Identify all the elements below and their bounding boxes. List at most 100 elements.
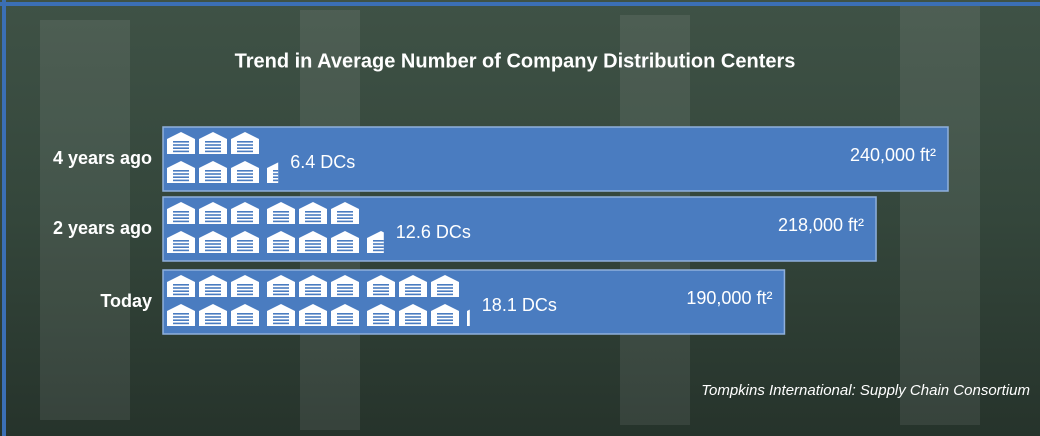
- icon-door-line: [437, 313, 453, 315]
- dc-label: 18.1 DCs: [482, 295, 557, 315]
- icon-door-line: [305, 319, 321, 321]
- icon-door-line: [273, 240, 289, 242]
- icon-door-line: [173, 246, 189, 248]
- icon-door-line: [273, 284, 289, 286]
- warehouse-icon: [267, 304, 295, 326]
- icon-door-line: [273, 170, 279, 172]
- icon-door-line: [373, 322, 389, 325]
- icon-door-line: [405, 287, 421, 289]
- dc-label: 12.6 DCs: [396, 222, 471, 242]
- category-label: Today: [100, 291, 152, 311]
- icon-door-line: [205, 179, 221, 182]
- warehouse-icon: [231, 202, 259, 224]
- icon-door-line: [205, 211, 221, 213]
- icon-door-line: [205, 246, 221, 248]
- icon-door-line: [437, 293, 453, 296]
- warehouse-icon: [167, 304, 195, 326]
- icon-door-line: [237, 141, 253, 143]
- icon-door-line: [173, 176, 189, 178]
- warehouse-icon: [199, 231, 227, 253]
- icon-door-line: [173, 173, 189, 175]
- icon-door-line: [273, 214, 289, 216]
- icon-door-line: [305, 287, 321, 289]
- icon-door-line: [273, 322, 289, 325]
- icon-door-line: [405, 284, 421, 286]
- dc-icons: [167, 202, 384, 253]
- icon-door-line: [237, 240, 253, 242]
- warehouse-icon: [167, 275, 195, 297]
- icon-door-line: [373, 240, 384, 242]
- icon-door-line: [237, 316, 253, 318]
- chart-title: Trend in Average Number of Company Distr…: [235, 50, 796, 72]
- icon-door-line: [173, 293, 189, 296]
- warehouse-icon: [299, 231, 327, 253]
- icon-door-line: [305, 240, 321, 242]
- warehouse-icon: [367, 231, 384, 253]
- warehouse-icon: [267, 231, 295, 253]
- icon-door-line: [305, 313, 321, 315]
- icon-door-line: [273, 179, 279, 182]
- icon-door-line: [405, 290, 421, 292]
- warehouse-icon: [267, 275, 295, 297]
- icon-door-line: [273, 249, 289, 252]
- dc-label: 6.4 DCs: [290, 152, 355, 172]
- icon-door-line: [205, 214, 221, 216]
- icon-door-line: [273, 173, 279, 175]
- icon-door-line: [273, 211, 289, 213]
- icon-door-line: [373, 246, 384, 248]
- icon-door-line: [237, 147, 253, 149]
- icon-door-line: [273, 287, 289, 289]
- icon-door-line: [205, 249, 221, 252]
- icon-door-line: [305, 322, 321, 325]
- icon-door-line: [337, 319, 353, 321]
- warehouse-icon: [331, 231, 359, 253]
- bar-value-label: 240,000 ft²: [850, 145, 936, 165]
- warehouse-icon: [331, 202, 359, 224]
- bar: [162, 269, 786, 335]
- icon-door-line: [305, 284, 321, 286]
- warehouse-icon: [199, 132, 227, 154]
- warehouse-icon: [399, 275, 427, 297]
- icon-door-line: [205, 176, 221, 178]
- icon-door-line: [237, 173, 253, 175]
- icon-door-line: [405, 293, 421, 296]
- warehouse-icon: [331, 275, 359, 297]
- icon-door-line: [437, 319, 453, 321]
- icon-door-line: [237, 179, 253, 182]
- icon-door-line: [173, 170, 189, 172]
- icon-door-line: [305, 249, 321, 252]
- warehouse-icon: [331, 304, 359, 326]
- icon-door-line: [273, 176, 279, 178]
- icon-door-line: [337, 284, 353, 286]
- icon-door-line: [237, 287, 253, 289]
- icon-door-line: [237, 249, 253, 252]
- icon-door-line: [205, 240, 221, 242]
- warehouse-icon: [299, 304, 327, 326]
- icon-door-line: [205, 173, 221, 175]
- icon-body: [467, 309, 470, 326]
- warehouse-icon: [467, 309, 470, 326]
- icon-door-line: [205, 147, 221, 149]
- icon-door-line: [237, 322, 253, 325]
- warehouse-icon: [367, 304, 395, 326]
- icon-door-line: [373, 293, 389, 296]
- icon-door-line: [405, 322, 421, 325]
- icon-door-line: [273, 220, 289, 223]
- icon-door-line: [273, 319, 289, 321]
- warehouse-icon: [299, 202, 327, 224]
- warehouse-icon: [267, 202, 295, 224]
- icon-door-line: [337, 249, 353, 252]
- icon-door-line: [273, 243, 289, 245]
- warehouse-icon: [199, 275, 227, 297]
- icon-door-line: [373, 316, 389, 318]
- icon-door-line: [373, 290, 389, 292]
- icon-door-line: [173, 316, 189, 318]
- icon-door-line: [373, 313, 389, 315]
- warehouse-icon: [231, 304, 259, 326]
- icon-door-line: [205, 313, 221, 315]
- icon-door-line: [173, 319, 189, 321]
- icon-door-line: [305, 220, 321, 223]
- icon-door-line: [437, 290, 453, 292]
